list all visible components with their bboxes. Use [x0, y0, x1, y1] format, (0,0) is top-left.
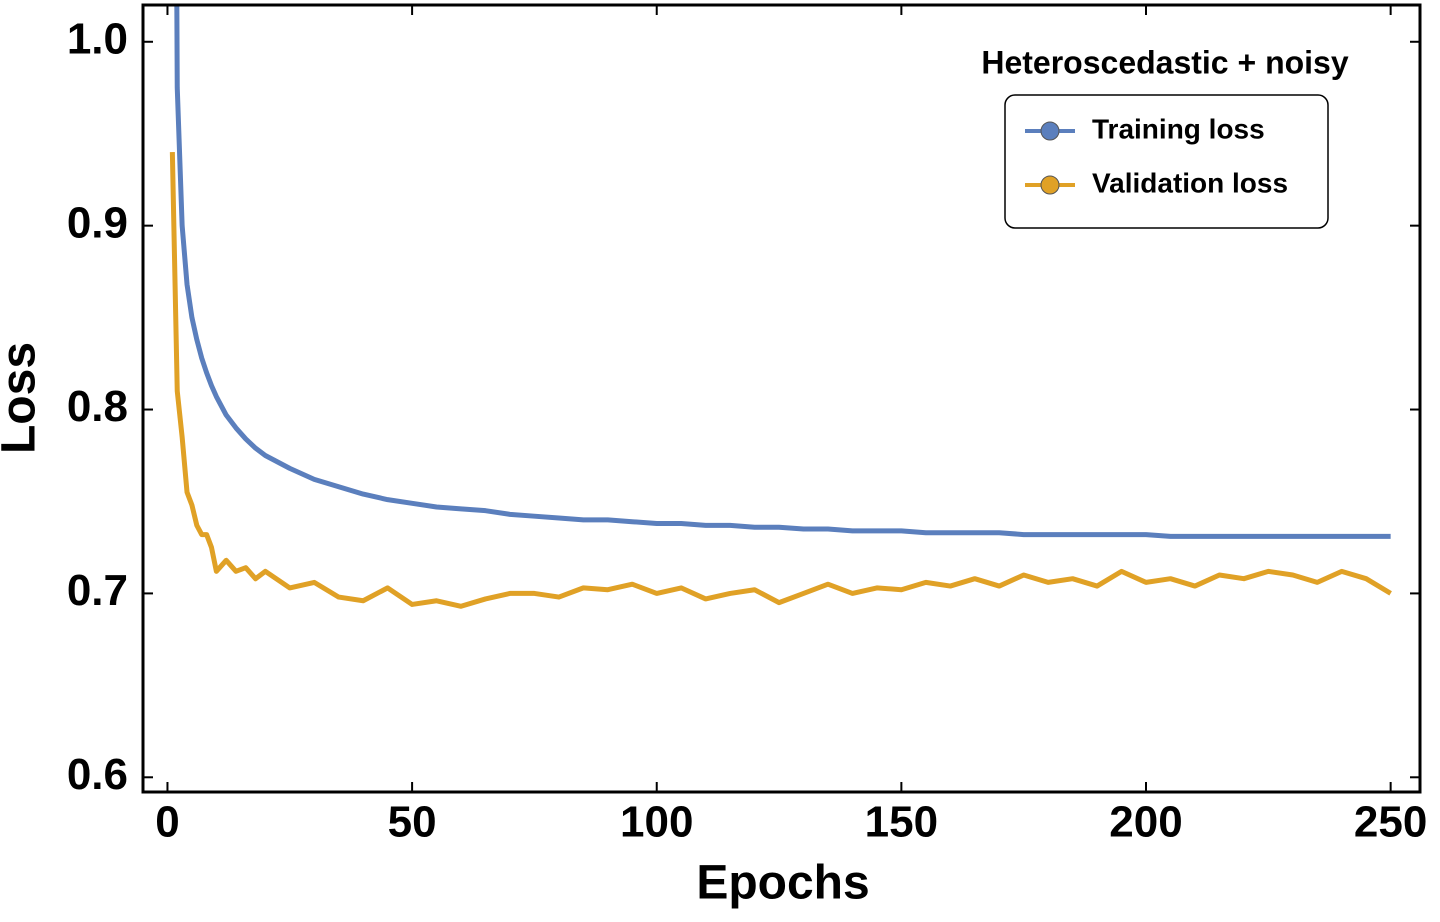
y-tick-label: 1.0: [67, 14, 128, 63]
x-tick-label: 100: [620, 798, 693, 847]
x-tick-label: 150: [865, 798, 938, 847]
series-line: [169, 152, 1392, 609]
y-tick-label: 0.9: [67, 198, 128, 247]
x-tick-label: 250: [1354, 798, 1427, 847]
y-tick-label: 0.7: [67, 566, 128, 615]
legend-marker: [1040, 175, 1060, 195]
plot-area: [169, 5, 1392, 609]
frame: [141, 3, 1422, 794]
x-tick-label: 200: [1109, 798, 1182, 847]
legend-title: Heteroscedastic + noisy: [981, 44, 1348, 80]
legend-label: Training loss: [1092, 113, 1265, 144]
legend-marker: [1040, 121, 1060, 141]
legend-box: [1004, 94, 1329, 229]
y-tick-label: 0.8: [67, 382, 128, 431]
series-line: [174, 5, 1391, 539]
x-tick-label: 50: [388, 798, 437, 847]
y-axis-label: Loss: [0, 342, 46, 454]
y-tick-label: 0.6: [67, 750, 128, 799]
legend-label: Validation loss: [1092, 167, 1288, 198]
x-axis-label: Epochs: [696, 857, 869, 910]
x-tick-label: 0: [155, 798, 179, 847]
